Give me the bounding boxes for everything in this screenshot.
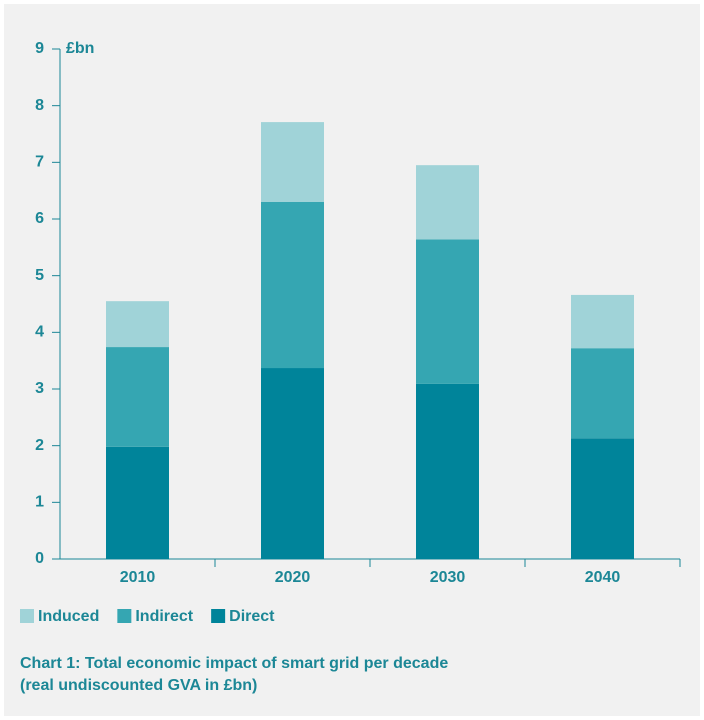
y-tick-label: 4 bbox=[35, 324, 44, 341]
y-tick-label: 7 bbox=[35, 154, 44, 171]
bar-segment bbox=[261, 122, 324, 202]
bar-segment bbox=[416, 165, 479, 240]
y-tick-label: 0 bbox=[35, 550, 44, 567]
chart-subtitle: (real undiscounted GVA in £bn) bbox=[20, 677, 257, 694]
legend-swatch bbox=[20, 609, 34, 623]
y-tick-label: 2 bbox=[35, 437, 44, 454]
bar-segment bbox=[106, 446, 169, 559]
bar-segment bbox=[416, 383, 479, 559]
x-tick-label: 2040 bbox=[585, 569, 621, 586]
x-tick-label: 2010 bbox=[120, 569, 156, 586]
bar-segment bbox=[571, 438, 634, 559]
y-tick-label: 1 bbox=[35, 494, 44, 511]
bar-segment bbox=[261, 202, 324, 369]
legend-swatch bbox=[211, 609, 226, 623]
y-tick-label: 6 bbox=[35, 210, 44, 227]
y-tick-label: 3 bbox=[35, 380, 44, 397]
legend-swatch bbox=[117, 609, 132, 623]
legend-label: Indirect bbox=[135, 608, 193, 625]
y-tick-label: 9 bbox=[35, 40, 44, 57]
bar-segment bbox=[261, 368, 324, 559]
legend-label: Induced bbox=[38, 608, 99, 625]
bar-segment bbox=[106, 347, 169, 447]
bar-segment bbox=[571, 294, 634, 349]
chart-title: Chart 1: Total economic impact of smart … bbox=[20, 655, 448, 672]
bar-segment bbox=[106, 301, 169, 348]
bar-segment bbox=[416, 239, 479, 384]
bar-segment bbox=[571, 348, 634, 439]
x-tick-label: 2030 bbox=[430, 569, 466, 586]
y-axis-label: £bn bbox=[66, 40, 94, 57]
y-tick-label: 8 bbox=[35, 97, 44, 114]
legend-label: Direct bbox=[229, 608, 275, 625]
x-tick-label: 2020 bbox=[275, 569, 311, 586]
y-tick-label: 5 bbox=[35, 267, 44, 284]
